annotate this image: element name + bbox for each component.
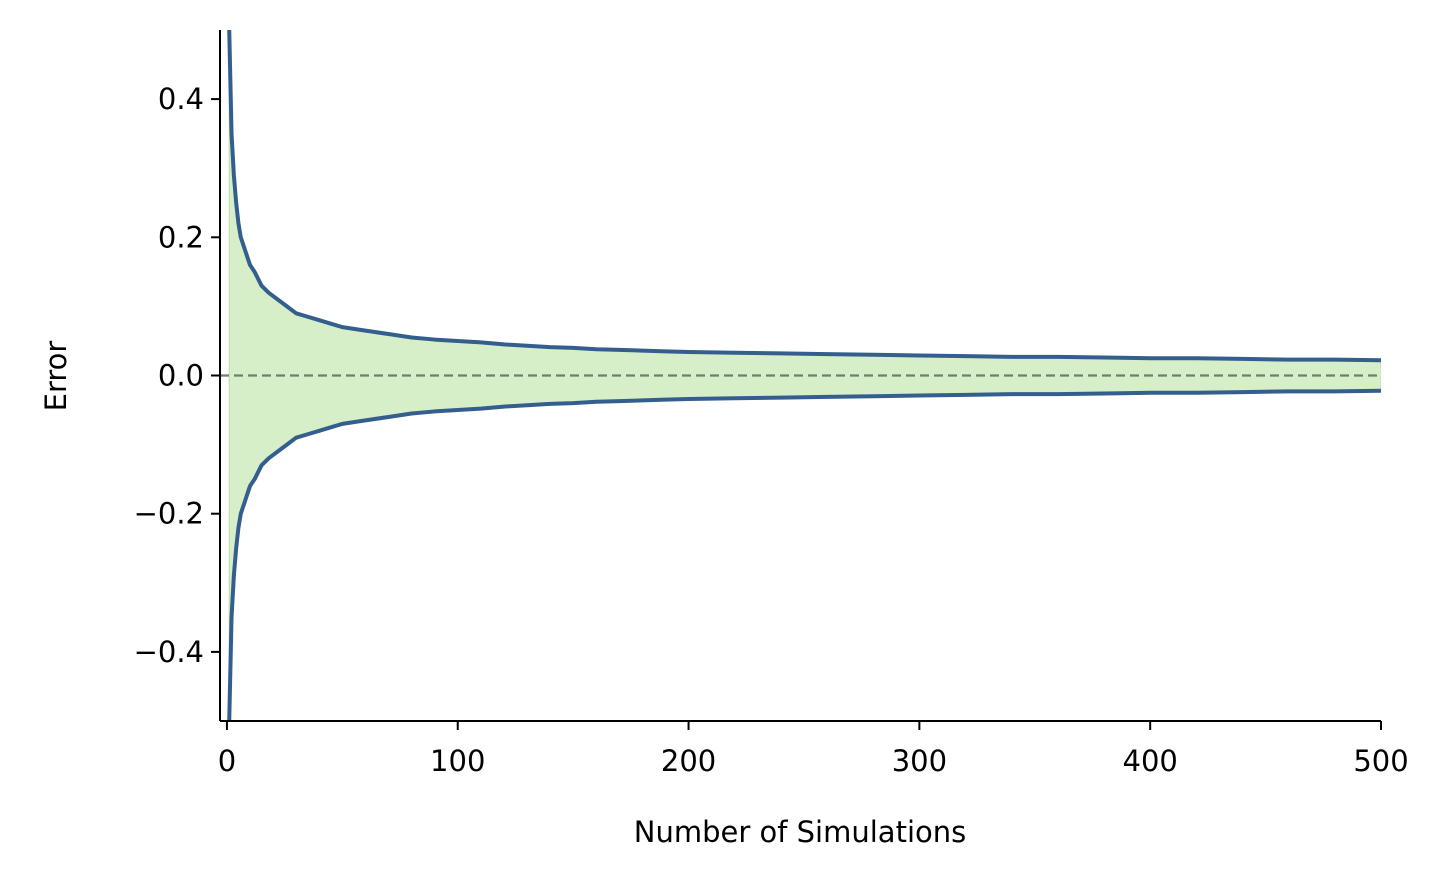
x-tick-label: 400	[1123, 744, 1178, 778]
x-axis-label: Number of Simulations	[634, 815, 966, 849]
upper-bound-line	[227, 30, 1381, 363]
x-tick-label: 200	[661, 744, 716, 778]
y-axis-label: Error	[39, 341, 73, 412]
lower-bound-line	[227, 388, 1381, 721]
x-tick-label: 300	[892, 744, 947, 778]
ticks-layer: 0 100 200 300 400 500 −0.4 −0.2 0.0 0.2 0.4	[134, 82, 1409, 778]
y-tick-label: 0.2	[158, 220, 204, 254]
y-tick-label: 0.4	[158, 82, 204, 116]
x-tick-label: 100	[430, 744, 485, 778]
x-tick-label: 0	[218, 744, 236, 778]
y-tick-label: −0.2	[134, 497, 204, 531]
series-line-layer	[227, 30, 1381, 721]
x-tick-label: 500	[1353, 744, 1408, 778]
y-tick-label: −0.4	[134, 635, 204, 669]
y-tick-label: 0.0	[158, 359, 204, 393]
